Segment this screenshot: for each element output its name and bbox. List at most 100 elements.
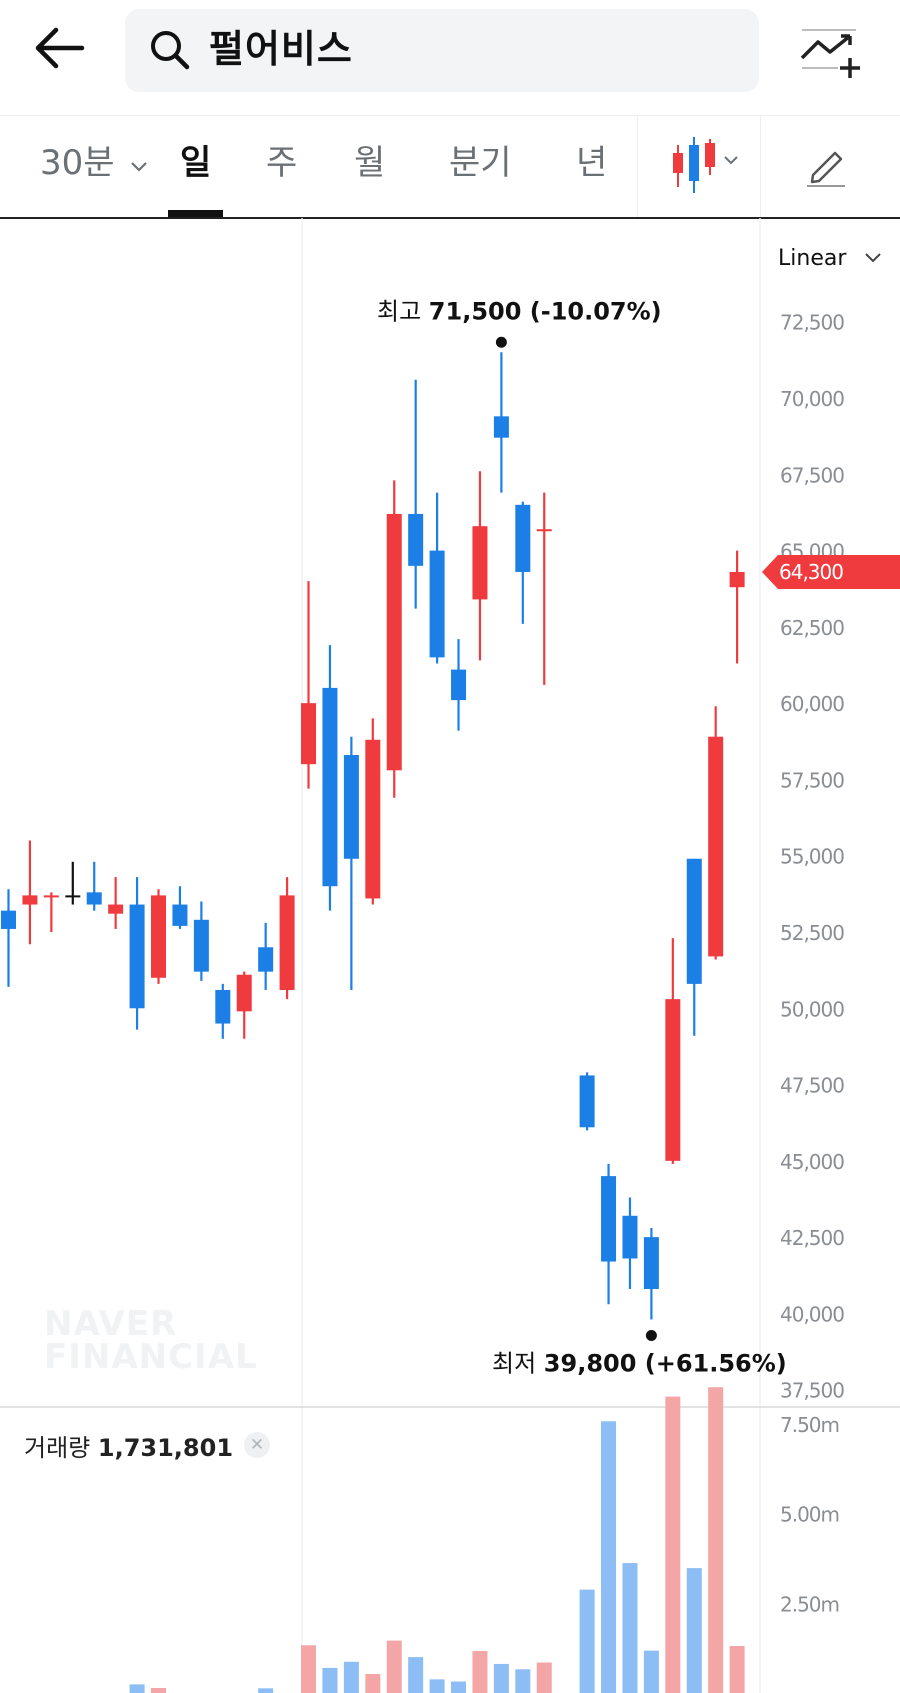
candles <box>1 352 745 1320</box>
candle <box>43 892 59 932</box>
candle <box>129 877 145 1030</box>
volume-tick-label: 2.50m <box>780 1592 839 1616</box>
volume-bar <box>643 1650 659 1693</box>
candle <box>729 550 745 664</box>
volume-label: 거래량 1,731,801 <box>24 1434 234 1462</box>
price-tick-label: 62,500 <box>780 616 844 640</box>
candle <box>429 492 445 664</box>
price-tick-label: 67,500 <box>780 463 844 487</box>
volume-bar <box>472 1651 488 1693</box>
current-price-label: 64,300 <box>779 560 843 584</box>
volume-bar <box>601 1421 617 1693</box>
volume-tick-label: 5.00m <box>780 1503 839 1527</box>
volume-bar <box>536 1662 552 1693</box>
price-tick-label: 60,000 <box>780 692 844 716</box>
price-tick-label: 45,000 <box>780 1150 844 1174</box>
price-tick-label: 52,500 <box>780 921 844 945</box>
watermark: NAVER FINANCIAL <box>44 1304 258 1377</box>
candle <box>536 492 552 685</box>
close-volume-icon[interactable]: ✕ <box>244 1432 270 1458</box>
candle <box>686 858 702 1036</box>
chevron-down-icon <box>865 253 882 263</box>
back-arrow-icon[interactable] <box>32 22 92 78</box>
candle <box>343 736 359 990</box>
volume-tick-label: 7.50m <box>780 1413 839 1437</box>
price-tick-label: 50,000 <box>780 997 844 1021</box>
candle <box>601 1163 617 1305</box>
candle <box>151 889 167 984</box>
volume-bar <box>129 1684 145 1693</box>
volume-bar <box>451 1681 467 1693</box>
volume-bar <box>343 1661 359 1693</box>
tab-30min[interactable]: 30분 <box>40 141 149 185</box>
high-marker <box>495 336 507 348</box>
volume-axis: 7.50m 5.00m 2.50m <box>780 1413 840 1616</box>
price-tick-label: 47,500 <box>780 1074 844 1098</box>
add-chart-icon[interactable] <box>798 24 862 80</box>
candle <box>301 581 317 789</box>
candle <box>65 861 81 905</box>
volume-bar <box>322 1667 338 1693</box>
period-tab-bar: 30분 일 주 월 분기 년 <box>0 115 900 219</box>
candle <box>86 861 102 911</box>
candle <box>386 480 402 798</box>
active-tab-indicator <box>168 210 223 217</box>
volume-bar <box>408 1657 424 1693</box>
candle <box>172 886 188 929</box>
volume-bar <box>151 1687 167 1693</box>
candle <box>236 971 252 1039</box>
low-marker <box>645 1330 657 1342</box>
tab-week[interactable]: 주 <box>266 143 298 183</box>
volume-bar <box>622 1563 638 1693</box>
tab-year[interactable]: 년 <box>576 143 608 183</box>
low-label: 최저 39,800 (+61.56%) <box>492 1350 787 1378</box>
volume-bar <box>665 1396 681 1693</box>
price-tick-label: 55,000 <box>780 845 844 869</box>
candle <box>258 922 274 990</box>
volume-bar <box>386 1640 402 1693</box>
chart-grid <box>0 218 900 1693</box>
candle <box>451 639 467 731</box>
price-tick-label: 72,500 <box>780 311 844 335</box>
high-label: 최고 71,500 (-10.07%) <box>377 297 662 325</box>
volume-bar <box>301 1645 317 1693</box>
volume-bar <box>579 1589 595 1693</box>
candle <box>22 840 38 945</box>
candle <box>665 938 681 1164</box>
volume-bar <box>515 1669 531 1693</box>
volume-value: 1,731,801 <box>97 1434 234 1462</box>
price-tick-label: 57,500 <box>780 768 844 792</box>
tab-month[interactable]: 월 <box>354 143 386 183</box>
volume-bar <box>729 1645 745 1693</box>
annotations: 64,300 최고 71,500 (-10.07%) 최저 39,800 (+61.… <box>377 297 900 1378</box>
candlestick-icon <box>673 137 738 193</box>
scale-selector[interactable]: Linear <box>778 246 883 271</box>
price-tick-label: 40,000 <box>780 1302 844 1326</box>
price-tick-label: 42,500 <box>780 1226 844 1250</box>
candle <box>493 352 509 493</box>
candle <box>279 877 295 1000</box>
volume-bar <box>493 1663 509 1693</box>
candle-type-selector[interactable] <box>637 115 761 217</box>
candle <box>215 983 231 1039</box>
price-axis: 72,50070,00067,50065,00062,50060,00057,5… <box>780 311 845 1403</box>
candle <box>322 645 338 911</box>
pencil-icon[interactable] <box>805 143 849 187</box>
volume-bar <box>686 1568 702 1693</box>
search-bar[interactable]: 펄어비스 <box>125 9 759 92</box>
tab-day[interactable]: 일 <box>180 143 212 183</box>
volume-bar <box>429 1679 445 1693</box>
price-tick-label: 70,000 <box>780 387 844 411</box>
candle <box>472 471 488 661</box>
candle <box>622 1197 638 1289</box>
search-icon <box>149 29 191 71</box>
candle <box>708 706 724 960</box>
volume-bar <box>708 1387 724 1693</box>
candle <box>579 1072 595 1131</box>
tab-quarter[interactable]: 분기 <box>449 143 512 183</box>
volume-bar <box>365 1673 381 1693</box>
candle <box>643 1227 659 1320</box>
search-query: 펄어비스 <box>209 27 353 71</box>
price-chart[interactable]: 72,50070,00067,50065,00062,50060,00057,5… <box>0 218 900 1693</box>
current-price-tag: 64,300 <box>762 554 900 589</box>
